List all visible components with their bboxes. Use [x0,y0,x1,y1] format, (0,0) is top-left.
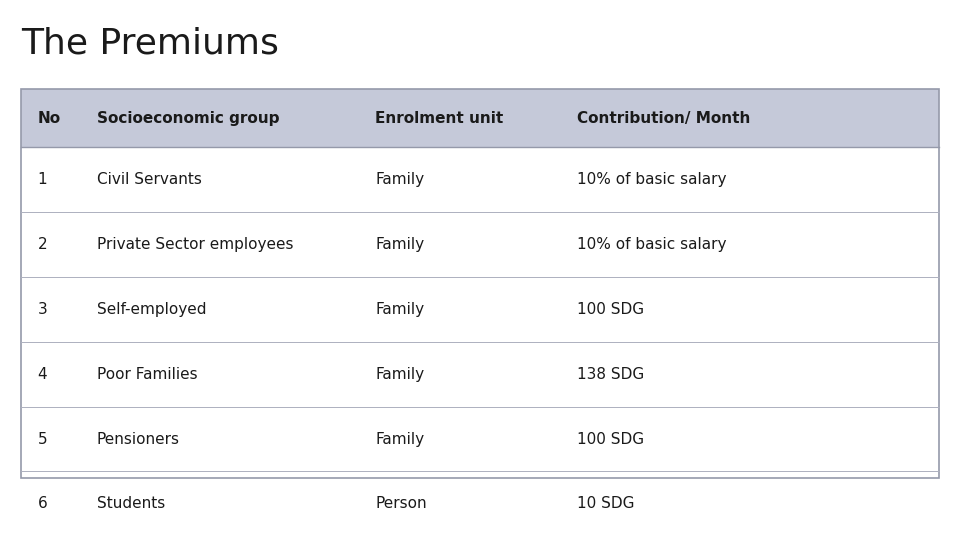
Text: 100 SDG: 100 SDG [577,302,644,317]
Text: No: No [37,111,60,126]
Bar [21,89,939,478]
Text: 10 SDG: 10 SDG [577,496,635,511]
Text: Enrolment unit: Enrolment unit [375,111,504,126]
Text: Family: Family [375,431,424,447]
Text: Socioeconomic group: Socioeconomic group [97,111,279,126]
Text: 1: 1 [37,172,47,187]
Text: The Premiums: The Premiums [21,27,279,61]
Text: 138 SDG: 138 SDG [577,367,644,382]
Text: 4: 4 [37,367,47,382]
Text: 2: 2 [37,237,47,252]
Text: Pensioners: Pensioners [97,431,180,447]
Text: 3: 3 [37,302,47,317]
Text: Family: Family [375,302,424,317]
Text: Contribution/ Month: Contribution/ Month [577,111,751,126]
Text: Civil Servants: Civil Servants [97,172,202,187]
Text: Self-employed: Self-employed [97,302,206,317]
Bar [21,89,939,147]
Text: Family: Family [375,237,424,252]
Text: Person: Person [375,496,427,511]
Text: 100 SDG: 100 SDG [577,431,644,447]
Text: 10% of basic salary: 10% of basic salary [577,172,727,187]
Text: Family: Family [375,367,424,382]
Text: Students: Students [97,496,165,511]
Text: Family: Family [375,172,424,187]
Text: Poor Families: Poor Families [97,367,198,382]
Text: 5: 5 [37,431,47,447]
Text: 6: 6 [37,496,47,511]
Text: Private Sector employees: Private Sector employees [97,237,294,252]
Text: 10% of basic salary: 10% of basic salary [577,237,727,252]
